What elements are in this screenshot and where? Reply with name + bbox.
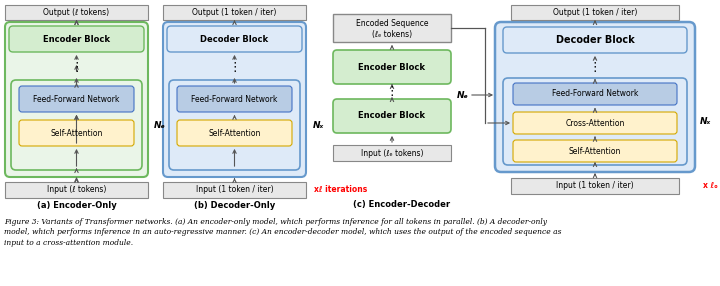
Text: Input (1 token / iter): Input (1 token / iter): [196, 186, 274, 194]
Bar: [163, 182, 306, 198]
Text: Encoder Block: Encoder Block: [43, 35, 110, 43]
Bar: [163, 5, 306, 20]
FancyBboxPatch shape: [503, 27, 687, 53]
Text: Cross-Attention: Cross-Attention: [565, 118, 625, 128]
FancyBboxPatch shape: [167, 26, 302, 52]
Text: Encoder Block: Encoder Block: [359, 63, 426, 72]
Text: Feed-Forward Network: Feed-Forward Network: [33, 94, 120, 104]
Text: Feed-Forward Network: Feed-Forward Network: [192, 94, 278, 104]
Text: ⋮: ⋮: [589, 61, 601, 74]
Text: Encoder Block: Encoder Block: [359, 112, 426, 120]
Text: Nₓ: Nₓ: [699, 117, 711, 126]
Text: Figure 3: Variants of Transformer networks. (a) An encoder-only model, which per: Figure 3: Variants of Transformer networ…: [4, 218, 562, 247]
FancyBboxPatch shape: [503, 78, 687, 165]
FancyBboxPatch shape: [5, 22, 148, 177]
FancyBboxPatch shape: [163, 22, 306, 177]
Text: ⋮: ⋮: [386, 84, 398, 98]
Text: (b) Decoder-Only: (b) Decoder-Only: [194, 200, 275, 210]
Text: Input (ℓₑ tokens): Input (ℓₑ tokens): [361, 148, 423, 158]
Text: Input (1 token / iter): Input (1 token / iter): [556, 182, 634, 190]
Text: Output (1 token / iter): Output (1 token / iter): [553, 8, 637, 17]
Text: Self-Attention: Self-Attention: [208, 128, 261, 138]
FancyBboxPatch shape: [333, 99, 451, 133]
Text: Self-Attention: Self-Attention: [569, 146, 621, 156]
FancyBboxPatch shape: [177, 120, 292, 146]
Text: Nₓ: Nₓ: [312, 120, 323, 130]
Text: Output (1 token / iter): Output (1 token / iter): [192, 8, 276, 17]
Text: (ℓₑ tokens): (ℓₑ tokens): [372, 29, 412, 39]
FancyBboxPatch shape: [513, 140, 677, 162]
FancyBboxPatch shape: [19, 86, 134, 112]
Bar: [5, 5, 148, 20]
Text: Nₑ: Nₑ: [154, 120, 166, 130]
Bar: [5, 182, 148, 198]
Text: Decoder Block: Decoder Block: [200, 35, 269, 43]
Text: Nₑ: Nₑ: [457, 90, 469, 100]
Bar: [333, 14, 451, 42]
Bar: [511, 178, 679, 194]
Bar: [511, 5, 679, 20]
FancyBboxPatch shape: [513, 112, 677, 134]
Text: Encoded Sequence: Encoded Sequence: [356, 19, 428, 27]
Text: (c) Encoder-Decoder: (c) Encoder-Decoder: [354, 200, 451, 210]
Text: Self-Attention: Self-Attention: [50, 128, 103, 138]
Text: x ℓₒ iterations: x ℓₒ iterations: [703, 182, 720, 190]
FancyBboxPatch shape: [9, 26, 144, 52]
Text: ⋮: ⋮: [71, 61, 83, 74]
FancyBboxPatch shape: [169, 80, 300, 170]
FancyBboxPatch shape: [333, 50, 451, 84]
Text: Output (ℓ tokens): Output (ℓ tokens): [43, 8, 109, 17]
FancyBboxPatch shape: [177, 86, 292, 112]
Bar: [333, 145, 451, 161]
Text: ⋮: ⋮: [228, 61, 240, 74]
Text: xℓ iterations: xℓ iterations: [314, 186, 367, 194]
Text: Input (ℓ tokens): Input (ℓ tokens): [47, 186, 106, 194]
FancyBboxPatch shape: [513, 83, 677, 105]
FancyBboxPatch shape: [11, 80, 142, 170]
FancyBboxPatch shape: [495, 22, 695, 172]
Text: (a) Encoder-Only: (a) Encoder-Only: [37, 200, 117, 210]
Text: Decoder Block: Decoder Block: [556, 35, 634, 45]
Text: Feed-Forward Network: Feed-Forward Network: [552, 90, 638, 98]
FancyBboxPatch shape: [19, 120, 134, 146]
